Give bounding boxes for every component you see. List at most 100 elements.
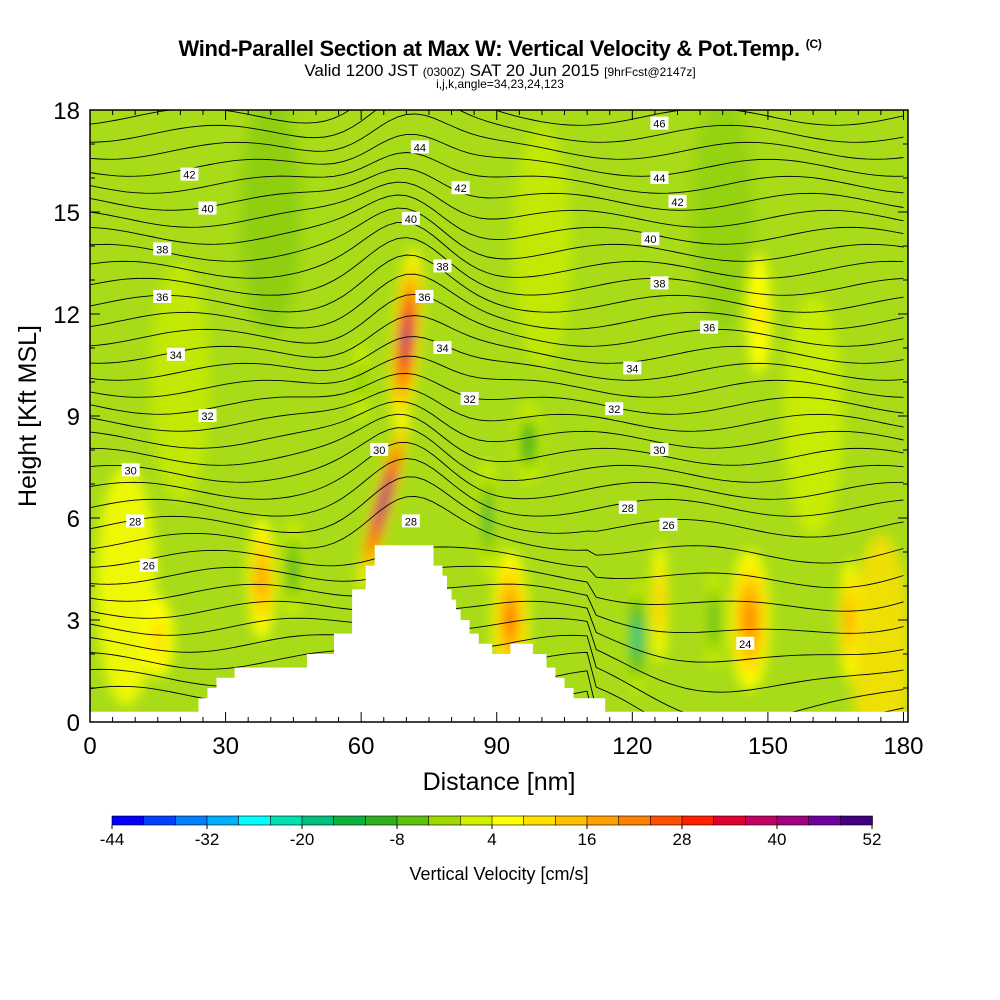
background-band [96, 466, 157, 706]
theta-contour-line [90, 600, 904, 663]
contour-label-text: 40 [405, 214, 417, 226]
terrain-mask [90, 545, 922, 722]
contour-label-box [180, 167, 199, 181]
background-band [783, 296, 844, 536]
colorbar-tick-label: -8 [389, 830, 404, 849]
contour-label: 42 [180, 167, 199, 182]
contour-label: 36 [153, 290, 172, 304]
updraft-core [754, 294, 763, 334]
theta-contour-line [90, 181, 904, 228]
contour-label: 36 [700, 320, 719, 335]
contour-label-box [650, 116, 669, 130]
colorbar-swatch [586, 815, 620, 826]
contour-label-box [659, 517, 678, 531]
colorbar-tick-label: 52 [863, 830, 882, 849]
colorbar-swatch [428, 815, 462, 826]
downdraft-core [484, 498, 492, 538]
y-tick-label: 3 [67, 608, 80, 635]
contour-label: 42 [451, 181, 470, 195]
chart-title: Wind-Parallel Section at Max W: Vertical… [0, 36, 1000, 62]
colorbar-swatch [840, 815, 873, 826]
contour-label: 42 [668, 194, 687, 209]
colorbar-tick-label: -20 [290, 830, 315, 849]
contour-label-text: 46 [653, 119, 665, 131]
contour-label: 28 [126, 514, 145, 528]
contour-label: 32 [460, 392, 479, 406]
colorbar-tick-label: 40 [768, 830, 787, 849]
contour-label-box [198, 409, 217, 422]
chart-title-text: Wind-Parallel Section at Max W: Vertical… [178, 36, 800, 61]
theta-contour-line [90, 583, 904, 634]
contour-label: 46 [650, 116, 669, 131]
colorbar-tick-label: 16 [578, 830, 597, 849]
theta-contour-line [90, 113, 904, 160]
colorbar-swatch [745, 815, 778, 826]
colorbar-swatch [491, 815, 525, 826]
contour-label-text: 26 [143, 561, 155, 573]
colorbar-swatch [808, 815, 842, 826]
downdraft-core [357, 362, 366, 402]
valid-prefix: Valid 1200 JST [304, 61, 419, 80]
contour-label-text: 24 [739, 639, 751, 651]
chart-subtitle: Valid 1200 JST (0300Z) SAT 20 Jun 2015 [… [0, 61, 1000, 81]
contour-label-text: 28 [622, 503, 634, 515]
x-axis-title: Distance [nm] [423, 768, 576, 796]
contour-label-text: 30 [125, 465, 137, 477]
colorbar-swatch [206, 815, 240, 826]
background-band [240, 110, 301, 332]
theta-contour-line [90, 387, 904, 432]
contour-label-box [605, 402, 624, 416]
contour-label-text: 40 [644, 234, 656, 246]
contour-label-box [139, 558, 158, 572]
theta-contour-line [90, 546, 904, 589]
contour-label: 36 [415, 290, 434, 304]
contour-label-box [410, 140, 429, 154]
updraft-core [381, 492, 387, 510]
contour-label-text: 38 [156, 244, 168, 256]
contour-label-text: 42 [183, 170, 195, 182]
x-tick-label: 30 [212, 733, 239, 760]
theta-contour-line [90, 110, 904, 143]
x-tick-label: 120 [612, 733, 652, 760]
contour-label: 34 [433, 341, 452, 355]
contour-label-box [460, 392, 479, 405]
updraft-core [745, 606, 754, 634]
theta-contour-line [90, 221, 904, 279]
contour-label: 26 [659, 517, 678, 532]
y-tick-label: 15 [53, 200, 80, 227]
colorbar-swatch [396, 815, 430, 826]
colorbar-tick-label: 28 [673, 830, 692, 849]
colorbar-tick-label: 4 [487, 830, 496, 849]
updraft-core [258, 564, 266, 595]
contour-label-text: 32 [608, 404, 620, 416]
contour-label-text: 32 [201, 411, 213, 423]
x-tick-label: 180 [883, 733, 923, 760]
theta-contour-line [90, 315, 904, 364]
contour-label-box [370, 443, 389, 456]
contour-label-box [451, 181, 470, 195]
theta-contour-line [90, 413, 904, 466]
contour-label-text: 36 [703, 323, 715, 335]
contour-label-box [650, 276, 669, 290]
theta-contour-line [90, 441, 904, 500]
theta-contour-line [90, 476, 904, 538]
contour-label: 38 [153, 242, 172, 256]
colorbar-swatch [618, 815, 652, 826]
colorbar-title: Vertical Velocity [cm/s] [409, 864, 588, 884]
contour-label-box [415, 290, 434, 303]
colorbar-swatch [365, 815, 398, 826]
contour-label-box [623, 361, 642, 375]
y-tick-label: 9 [67, 404, 80, 431]
theta-contour-line [90, 194, 904, 245]
colorbar-swatch [111, 815, 145, 826]
contour-label-text: 38 [436, 261, 448, 273]
theta-contour-line [90, 237, 904, 296]
colorbar-swatch [776, 815, 810, 826]
contour-label: 28 [618, 500, 637, 515]
colorbar-swatch [555, 815, 588, 826]
updraft-core [506, 606, 514, 634]
contour-label-text: 28 [405, 516, 417, 528]
theta-contour-line [90, 254, 904, 313]
